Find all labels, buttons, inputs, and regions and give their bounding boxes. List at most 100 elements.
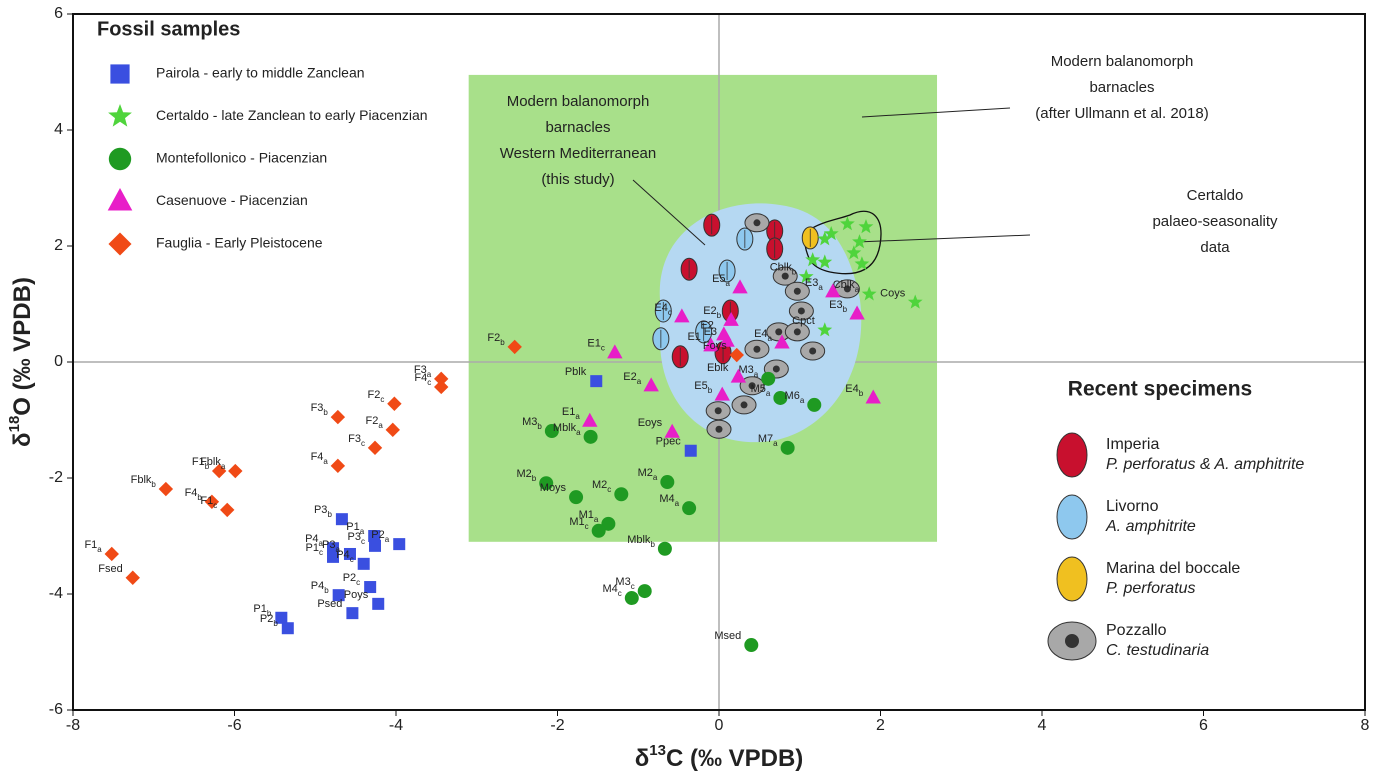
point-label-text: E1 (687, 331, 700, 343)
legend-title: Fossil samples (97, 18, 240, 40)
point (584, 430, 598, 444)
point-label-sub: b (650, 539, 655, 548)
recent-species: C. testudinaria (1106, 642, 1209, 659)
point (807, 398, 821, 412)
point-label: Fblkb (131, 474, 157, 489)
point-label-text: F2 (365, 415, 378, 427)
point-label-text: M2 (516, 468, 531, 480)
point-label-text: F2 (368, 389, 381, 401)
point-label: P2c (343, 572, 360, 587)
recent-name: Livorno (1106, 498, 1159, 515)
icon-detail (782, 273, 789, 280)
legend-symbol (108, 232, 131, 255)
point-label-sub: b (708, 386, 713, 395)
point-label: F3b (311, 402, 329, 417)
legend-icon (1057, 495, 1087, 539)
point-label-text: Mblk (553, 422, 577, 434)
point (682, 501, 696, 515)
point (625, 591, 639, 605)
point-label-sub: a (653, 473, 658, 482)
point-label: Cpct (792, 315, 815, 327)
point-label-text: E3 (704, 326, 717, 338)
point-label-text: F4 (311, 451, 324, 463)
legend-symbol (108, 188, 133, 210)
icon-detail (794, 328, 801, 335)
point-label-sub: b (151, 480, 156, 489)
point-label-text: P3 (322, 539, 335, 551)
point-label: F1a (84, 539, 102, 554)
point-label-sub: a (594, 514, 599, 523)
point-label-sub: a (773, 438, 778, 447)
y-tick-label: -2 (49, 469, 63, 486)
point-label-text: F3 (311, 402, 324, 414)
point-label-text: Moys (540, 482, 567, 494)
point-label-text: Msed (714, 630, 741, 642)
point-label-sub: a (97, 545, 102, 554)
recent-name: Imperia (1106, 436, 1159, 453)
y-tick-label: -4 (49, 585, 63, 602)
point-label-text: Fblk (200, 456, 221, 468)
icon-detail (798, 307, 805, 314)
point-label-text: Eblk (707, 362, 729, 374)
point-label-sub: a (221, 462, 226, 471)
point-label-sub: c (601, 343, 605, 352)
point-label-sub: a (768, 333, 773, 342)
point-label-text: E3 (829, 299, 842, 311)
x-tick-label: -6 (227, 717, 241, 734)
point-label-text: Eoys (638, 417, 663, 429)
point (744, 638, 758, 652)
y-axis-title: δ18O (‰ VPDB) (6, 277, 36, 447)
point-label-sub: c (380, 394, 384, 403)
point (282, 622, 294, 634)
point-label-sub: a (800, 396, 805, 405)
point-label-text: Cpct (792, 315, 815, 327)
point-label-sub: a (576, 427, 581, 436)
icon-detail (741, 401, 748, 408)
point (331, 459, 345, 473)
point-label-text: M3 (522, 416, 537, 428)
point-label-sub: a (575, 412, 580, 421)
recent-species: P. perforatus (1106, 580, 1196, 597)
point-label: P4b (311, 580, 329, 595)
point-label-text: F3 (348, 433, 361, 445)
point (590, 375, 602, 387)
point-label-sub: c (585, 521, 589, 530)
recent-species: A. amphitrite (1105, 518, 1196, 535)
point (386, 423, 400, 437)
point-label-text: M7 (758, 433, 773, 445)
point-label-sub: a (378, 420, 383, 429)
point-label-sub: c (361, 536, 365, 545)
x-axis-title-part: C (‰ VPDB) (666, 745, 803, 772)
point-label-text: P3 (348, 531, 361, 543)
point-label-text: Fsed (98, 563, 122, 575)
point-label-sub: b (532, 474, 537, 483)
legend-label: Casenuove - Piacenzian (156, 192, 308, 208)
point-label-sub: a (766, 389, 771, 398)
point-label-sub: a (323, 456, 328, 465)
annotation: Modern balanomorph (507, 93, 650, 110)
point-label: E3 (704, 326, 717, 338)
x-axis-title-part: 13 (649, 742, 666, 759)
legend-icon (1057, 433, 1087, 477)
icon-detail (753, 219, 760, 226)
point-label-sub: a (385, 535, 390, 544)
point-label-sub: b (323, 408, 328, 417)
y-axis-title-part: δ (9, 432, 36, 447)
point-label-text: M1 (569, 516, 584, 528)
icon-detail (1065, 634, 1079, 648)
x-tick-label: 8 (1361, 717, 1370, 734)
point-label-text: E2 (703, 305, 716, 317)
recent-name: Marina del boccale (1106, 560, 1240, 577)
point-label-text: E5 (694, 380, 707, 392)
annotation: (after Ullmann et al. 2018) (1035, 105, 1208, 122)
point-label-text: P3 (314, 504, 327, 516)
point (369, 540, 381, 552)
annotation: Modern balanomorph (1051, 53, 1194, 70)
recent-legend-title: Recent specimens (1068, 378, 1252, 401)
recent-species: P. perforatus & A. amphitrite (1106, 456, 1304, 473)
point-label: Eoys (638, 417, 663, 429)
point-label-text: Foys (703, 340, 727, 352)
point-label-sub: b (843, 304, 848, 313)
x-tick-label: 4 (1038, 717, 1047, 734)
point (614, 487, 628, 501)
